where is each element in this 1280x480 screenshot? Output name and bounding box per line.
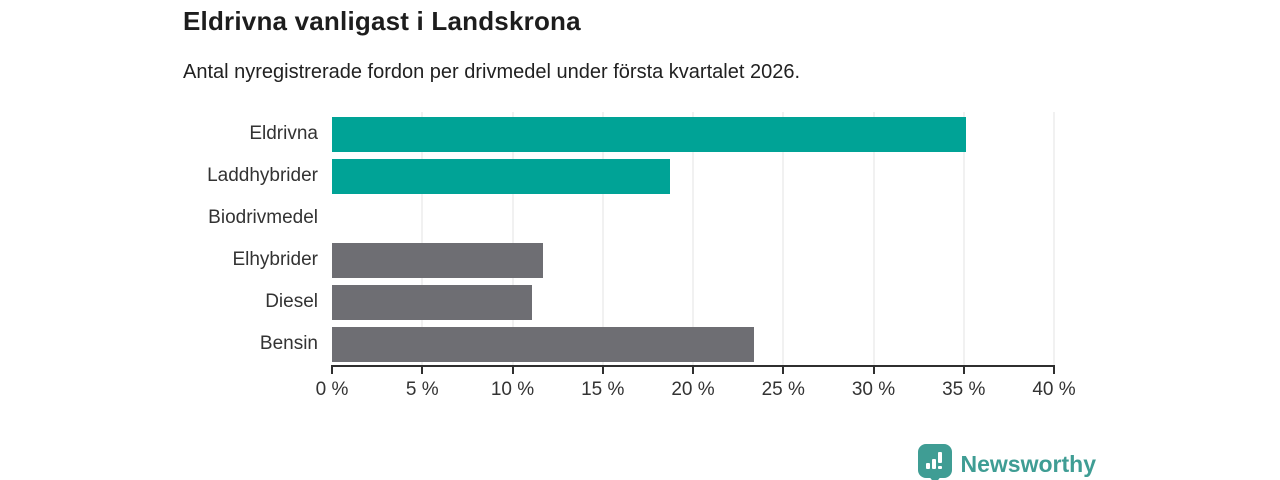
gridline [602, 112, 604, 365]
x-axis-tick [511, 367, 514, 374]
gridline [873, 112, 874, 365]
x-tick-label: 15 % [581, 379, 625, 400]
chart-subtitle: Antal nyregistrerade fordon per drivmede… [183, 61, 801, 83]
category-label: Diesel [265, 291, 318, 312]
category-label: Bensin [259, 333, 318, 354]
bar-chart: Eldrivna Laddhybrider Biodrivmedel Elhybrid… [0, 112, 1076, 412]
x-axis: 0 % 5 % 10 % 15 % 20 % 25 % 30 % 35 % 40 % [316, 365, 1076, 410]
gridline [512, 112, 513, 365]
x-axis-tick [782, 367, 785, 374]
bar-track [332, 201, 1054, 236]
x-tick-label: 5 % [405, 379, 439, 400]
x-tick-label: 35 % [942, 379, 986, 400]
bar-row: Biodrivmedel [0, 197, 1054, 239]
bar-track [332, 242, 1054, 278]
x-axis-tick [872, 367, 875, 374]
bar-track [332, 116, 1054, 152]
bar-rows: Eldrivna Laddhybrider Biodrivmedel Elhybrid… [0, 112, 1054, 365]
x-tick-label: 10 % [490, 379, 535, 400]
bar-track [332, 326, 1054, 362]
chart-title: Eldrivna vanligast i Landskrona [183, 6, 581, 36]
x-tick-label: 40 % [1032, 379, 1076, 400]
bar-row: Eldrivna [0, 113, 1054, 155]
category-label: Eldrivna [249, 123, 318, 144]
brand-footer: Newsworthy [917, 444, 1096, 480]
gridline [692, 112, 694, 365]
x-axis-tick [962, 367, 965, 374]
bar-track [332, 158, 1054, 194]
category-label: Elhybrider [232, 249, 318, 270]
bar [332, 326, 755, 362]
x-tick-label: 30 % [851, 379, 896, 400]
bar [332, 158, 670, 194]
x-axis-line [331, 365, 1055, 367]
gridline [421, 112, 423, 365]
x-axis-tick [692, 367, 694, 374]
plot-area [332, 112, 1055, 365]
bar [332, 284, 533, 320]
bar-track [332, 284, 1054, 320]
x-tick-label: 20 % [671, 379, 715, 400]
bar-row: Elhybrider [0, 239, 1054, 281]
x-axis-tick [1053, 367, 1055, 374]
x-tick-label: 0 % [315, 379, 349, 400]
x-tick-label: 25 % [761, 379, 805, 400]
bar-row: Diesel [0, 281, 1054, 323]
x-axis-tick [331, 367, 333, 374]
brand-name: Newsworthy [960, 450, 1096, 477]
gridline [1053, 112, 1055, 365]
x-axis-tick [601, 367, 604, 374]
bar-row: Laddhybrider [0, 155, 1054, 197]
gridline [782, 112, 784, 365]
bar [332, 242, 544, 278]
newsworthy-logo-icon [917, 444, 952, 480]
category-label: Laddhybrider [207, 165, 318, 186]
gridline [963, 112, 965, 365]
bar [332, 116, 966, 152]
x-axis-tick [421, 367, 424, 374]
bar-row: Bensin [0, 323, 1054, 365]
category-label: Biodrivmedel [208, 207, 318, 228]
